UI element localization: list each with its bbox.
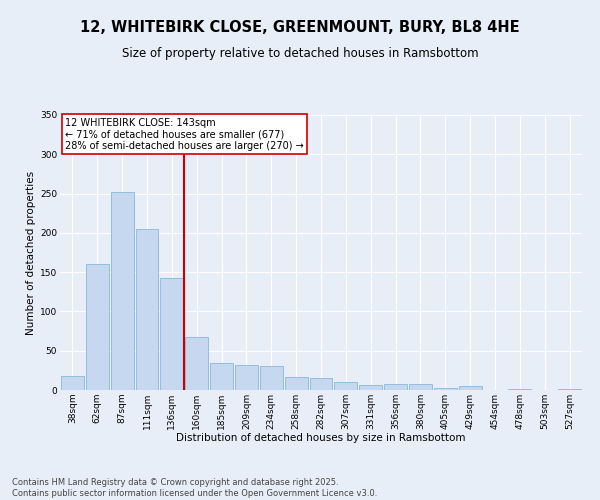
Text: Contains HM Land Registry data © Crown copyright and database right 2025.
Contai: Contains HM Land Registry data © Crown c… bbox=[12, 478, 377, 498]
Bar bbox=[409, 384, 432, 390]
Bar bbox=[111, 192, 134, 390]
Text: 12 WHITEBIRK CLOSE: 143sqm
← 71% of detached houses are smaller (677)
28% of sem: 12 WHITEBIRK CLOSE: 143sqm ← 71% of deta… bbox=[65, 118, 304, 151]
Bar bbox=[136, 229, 158, 390]
Bar bbox=[508, 389, 531, 390]
Bar bbox=[210, 362, 233, 390]
Y-axis label: Number of detached properties: Number of detached properties bbox=[26, 170, 36, 334]
Bar bbox=[61, 376, 84, 390]
Bar bbox=[285, 378, 308, 390]
Text: 12, WHITEBIRK CLOSE, GREENMOUNT, BURY, BL8 4HE: 12, WHITEBIRK CLOSE, GREENMOUNT, BURY, B… bbox=[80, 20, 520, 35]
Bar bbox=[434, 388, 457, 390]
Bar bbox=[235, 365, 258, 390]
Bar bbox=[334, 382, 357, 390]
Bar bbox=[86, 264, 109, 390]
Bar bbox=[459, 386, 482, 390]
Bar bbox=[310, 378, 332, 390]
Bar bbox=[185, 336, 208, 390]
Bar bbox=[359, 384, 382, 390]
Bar bbox=[160, 278, 183, 390]
X-axis label: Distribution of detached houses by size in Ramsbottom: Distribution of detached houses by size … bbox=[176, 434, 466, 444]
Bar bbox=[260, 366, 283, 390]
Bar bbox=[558, 389, 581, 390]
Text: Size of property relative to detached houses in Ramsbottom: Size of property relative to detached ho… bbox=[122, 48, 478, 60]
Bar bbox=[384, 384, 407, 390]
